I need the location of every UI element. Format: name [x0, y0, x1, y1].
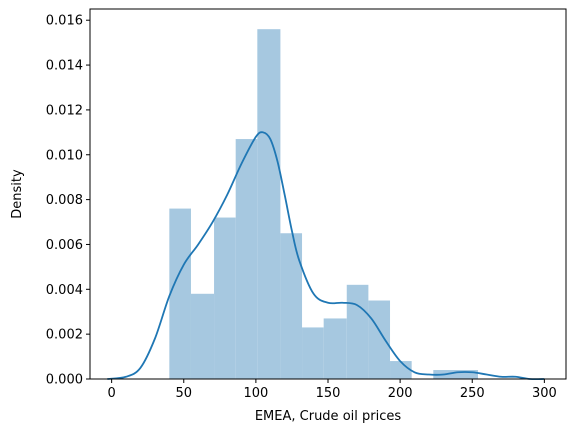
histogram-bar [190, 293, 215, 379]
histogram-bar [323, 318, 347, 379]
histogram-bar [257, 29, 281, 379]
histogram-bar [169, 208, 191, 379]
histogram-bar [214, 217, 236, 379]
x-tick-label: 0 [107, 386, 115, 401]
kde-line [107, 131, 545, 381]
x-axis-ticks: 0 50 100 150 200 250 300 [107, 379, 557, 401]
x-tick-label: 200 [388, 386, 413, 401]
histogram-bar [368, 300, 391, 379]
x-tick-label: 150 [316, 386, 341, 401]
y-axis-ticks: 0.000 0.002 0.004 0.006 0.008 0.010 0.012 0.014… [46, 14, 90, 388]
histogram-bar [346, 284, 369, 379]
y-tick-label: 0.010 [46, 148, 83, 163]
y-tick-label: 0.006 [46, 238, 83, 253]
y-tick-label: 0.012 [46, 103, 83, 118]
y-tick-label: 0.008 [46, 193, 83, 208]
histogram-bar [280, 233, 303, 379]
histogram-bar [302, 327, 324, 379]
x-tick-label: 50 [175, 386, 192, 401]
x-tick-label: 300 [532, 386, 557, 401]
histogram-bar [390, 361, 412, 379]
x-tick-label: 100 [243, 386, 268, 401]
x-tick-label: 250 [460, 386, 485, 401]
x-axis-label: EMEA, Crude oil prices [255, 409, 402, 424]
y-tick-label: 0.016 [46, 14, 83, 29]
histogram-bar [433, 370, 479, 379]
y-tick-label: 0.004 [46, 283, 83, 298]
y-axis-label: Density [10, 169, 25, 219]
y-tick-label: 0.014 [46, 59, 83, 74]
y-tick-label: 0.000 [46, 373, 83, 388]
histogram-bars [169, 29, 479, 379]
y-tick-label: 0.002 [46, 328, 83, 343]
histogram-bar [235, 139, 258, 379]
